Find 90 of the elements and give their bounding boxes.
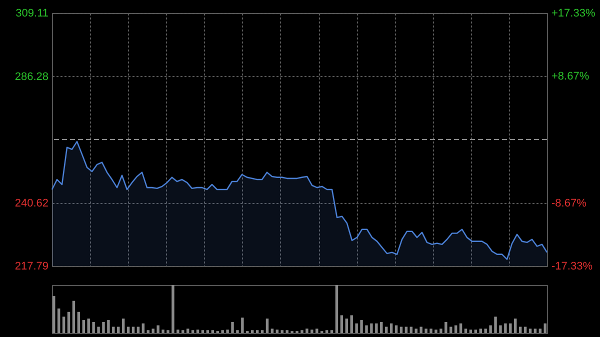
bar — [444, 322, 448, 333]
bar — [504, 323, 507, 333]
y-tick-label: 286.28 — [14, 70, 48, 83]
y2-tick-label: +8.67% — [552, 70, 590, 83]
bar — [146, 330, 150, 333]
bar — [52, 296, 56, 333]
bar — [107, 320, 110, 333]
bar — [424, 328, 428, 333]
bar — [430, 328, 432, 333]
bar — [182, 330, 184, 333]
y2-tick-label: -17.33% — [552, 260, 593, 272]
bar — [211, 330, 214, 333]
bar — [499, 325, 502, 333]
bar — [300, 330, 304, 333]
bar — [345, 318, 348, 333]
bar — [469, 330, 472, 333]
bar — [92, 322, 95, 333]
bar — [360, 320, 363, 333]
bar — [82, 320, 85, 333]
bar — [370, 323, 373, 333]
bar — [276, 330, 279, 333]
bar — [325, 330, 328, 333]
bar — [102, 322, 105, 333]
bar — [335, 285, 338, 333]
bar — [142, 323, 145, 333]
bar — [355, 323, 358, 333]
bar — [306, 328, 308, 333]
bar — [176, 330, 180, 333]
bar — [390, 323, 393, 333]
bar — [122, 318, 125, 333]
y-tick-label: 240.62 — [14, 197, 48, 210]
bar — [440, 328, 442, 333]
bar — [201, 330, 204, 333]
bar — [77, 312, 80, 333]
bar — [330, 330, 334, 333]
bar — [226, 330, 229, 333]
bar — [479, 328, 482, 333]
bar — [266, 318, 269, 333]
bar — [236, 330, 239, 333]
bar — [350, 315, 353, 333]
bar — [375, 323, 378, 333]
bar — [256, 330, 259, 333]
y-tick-label: 217.79 — [14, 260, 48, 272]
bar — [310, 330, 314, 333]
bar — [489, 325, 492, 333]
y2-tick-label: -8.67% — [552, 197, 587, 210]
bar — [365, 325, 368, 333]
bar — [459, 323, 462, 333]
bar — [206, 330, 210, 333]
bar — [534, 328, 537, 333]
bar — [286, 330, 288, 333]
bar — [87, 318, 90, 333]
bar — [72, 300, 76, 333]
bar — [62, 316, 66, 333]
bar — [420, 326, 422, 333]
bar — [166, 330, 170, 333]
bar — [152, 328, 154, 333]
bar — [57, 308, 60, 333]
bar — [191, 330, 194, 333]
bar — [221, 330, 224, 333]
bar — [280, 330, 284, 333]
bar — [196, 330, 200, 333]
bar — [186, 328, 190, 333]
bar — [260, 330, 264, 333]
y-tick-label: 309.11 — [16, 8, 48, 20]
y2-tick-label: +17.33% — [552, 8, 596, 20]
bar — [112, 326, 115, 333]
bar — [509, 323, 512, 333]
bar — [316, 328, 318, 333]
bar — [528, 328, 532, 333]
bar — [414, 328, 418, 333]
bar — [484, 328, 487, 333]
bar — [340, 315, 344, 333]
bar — [474, 330, 478, 333]
bar — [494, 316, 497, 333]
bar — [514, 318, 517, 333]
bar — [241, 318, 244, 333]
bar — [250, 330, 254, 333]
bar — [544, 323, 547, 333]
bar — [162, 330, 164, 333]
bar — [270, 328, 274, 333]
bar — [97, 326, 100, 333]
bar — [434, 330, 438, 333]
bar — [67, 312, 70, 333]
bar — [172, 285, 174, 333]
bar — [231, 322, 234, 333]
bar — [380, 322, 383, 333]
bar — [156, 325, 160, 333]
bar — [464, 328, 468, 333]
bar — [538, 328, 542, 333]
